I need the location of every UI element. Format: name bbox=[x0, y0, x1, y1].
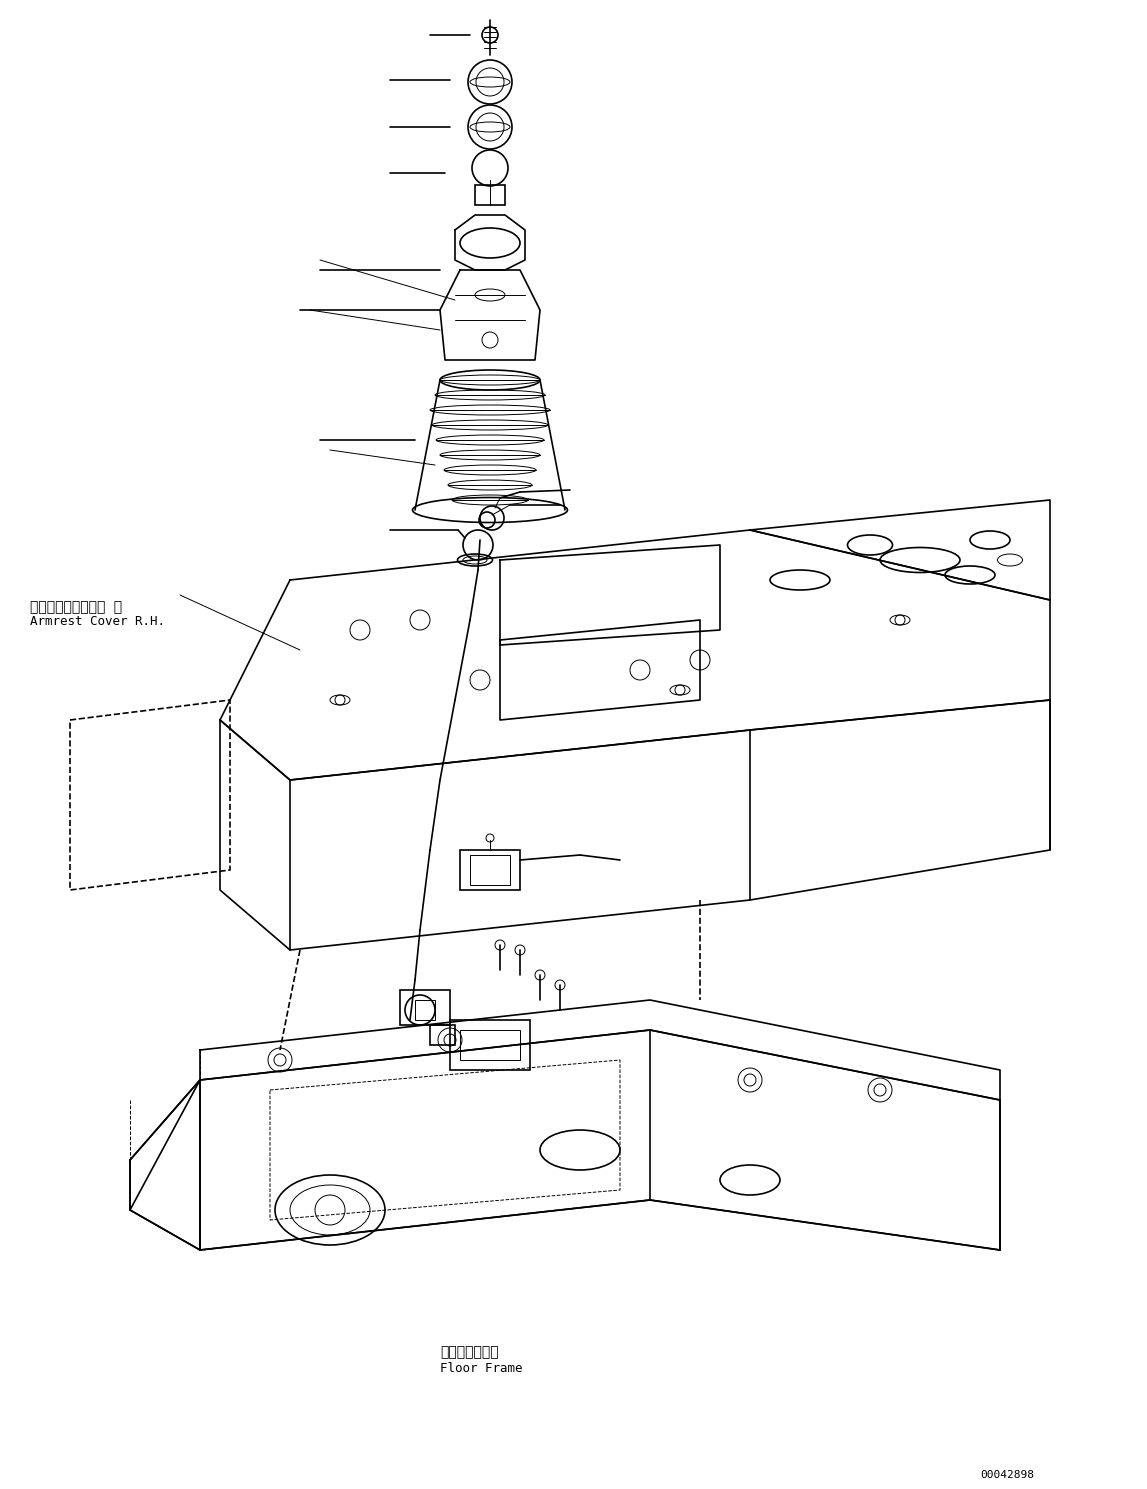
Bar bbox=[460, 850, 520, 890]
Text: Armrest Cover R.H.: Armrest Cover R.H. bbox=[30, 615, 165, 628]
Bar bbox=[475, 185, 505, 205]
Circle shape bbox=[535, 969, 545, 980]
Bar bbox=[470, 855, 510, 884]
Circle shape bbox=[496, 940, 505, 950]
Text: Floor Frame: Floor Frame bbox=[440, 1362, 523, 1374]
Text: 00042898: 00042898 bbox=[980, 1470, 1033, 1480]
Bar bbox=[450, 1020, 530, 1071]
Text: フロアフレーム: フロアフレーム bbox=[440, 1345, 499, 1359]
Circle shape bbox=[315, 1196, 345, 1225]
Circle shape bbox=[515, 946, 525, 954]
Bar bbox=[460, 1030, 520, 1060]
Bar bbox=[400, 990, 450, 1024]
Text: アームレストカバー 右: アームレストカバー 右 bbox=[30, 600, 122, 613]
Bar bbox=[430, 1024, 455, 1045]
Bar bbox=[415, 1001, 435, 1020]
Circle shape bbox=[555, 980, 565, 990]
